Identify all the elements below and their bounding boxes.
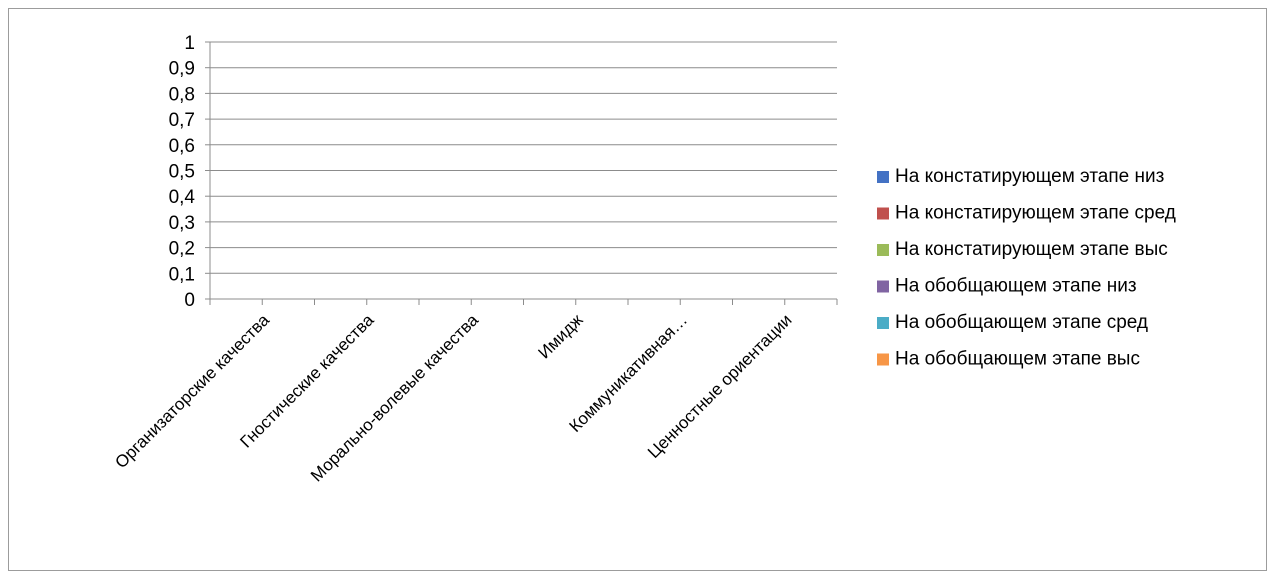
y-tick-label: 0,4	[169, 187, 196, 208]
y-tick-label: 0,3	[169, 213, 195, 234]
legend: На констатирующем этапе низ На констатиру…	[877, 166, 1176, 370]
legend-swatch	[877, 171, 889, 183]
axes	[205, 41, 838, 305]
legend-item-label: На констатирующем этапе выс	[895, 239, 1168, 260]
y-tick-label: 0,2	[169, 239, 195, 260]
legend-swatch	[877, 207, 889, 220]
y-tick-label: 0,5	[169, 162, 195, 183]
legend-item-label: На констатирующем этапе низ	[895, 166, 1164, 187]
y-tick-label: 0,8	[169, 84, 195, 105]
legend-item-label: На обобщающем этапе выс	[895, 349, 1140, 370]
gridlines	[210, 41, 837, 274]
legend-swatch	[877, 280, 889, 293]
bar-chart: 0 0,1 0,2 0,3 0,4 0,5 0,6 0,7 0,8 0,9 1 Организато…	[111, 33, 1176, 485]
x-category-label: Имидж	[534, 310, 587, 363]
legend-swatch	[877, 353, 889, 366]
y-tick-label: 0,1	[169, 264, 195, 285]
y-tick-label: 0,7	[169, 110, 195, 131]
y-tick-label: 0,6	[169, 136, 195, 157]
y-tick-label: 1	[184, 33, 195, 54]
legend-swatch	[877, 317, 889, 329]
legend-item-label: На обобщающем этапе сред	[895, 312, 1148, 333]
y-tick-label: 0	[184, 290, 195, 311]
x-category-label: Коммуникативная…	[566, 310, 692, 436]
legend-item-label: На констатирующем этапе сред	[895, 203, 1176, 224]
y-tick-label: 0,9	[169, 59, 195, 80]
chart-area: 0 0,1 0,2 0,3 0,4 0,5 0,6 0,7 0,8 0,9 1 Организато…	[8, 8, 1267, 571]
legend-item-label: На обобщающем этапе низ	[895, 276, 1137, 297]
y-axis-tick-labels: 0 0,1 0,2 0,3 0,4 0,5 0,6 0,7 0,8 0,9 1	[169, 33, 196, 311]
legend-swatch	[877, 244, 889, 256]
x-category-label: Морально-волевые качества	[307, 310, 482, 485]
